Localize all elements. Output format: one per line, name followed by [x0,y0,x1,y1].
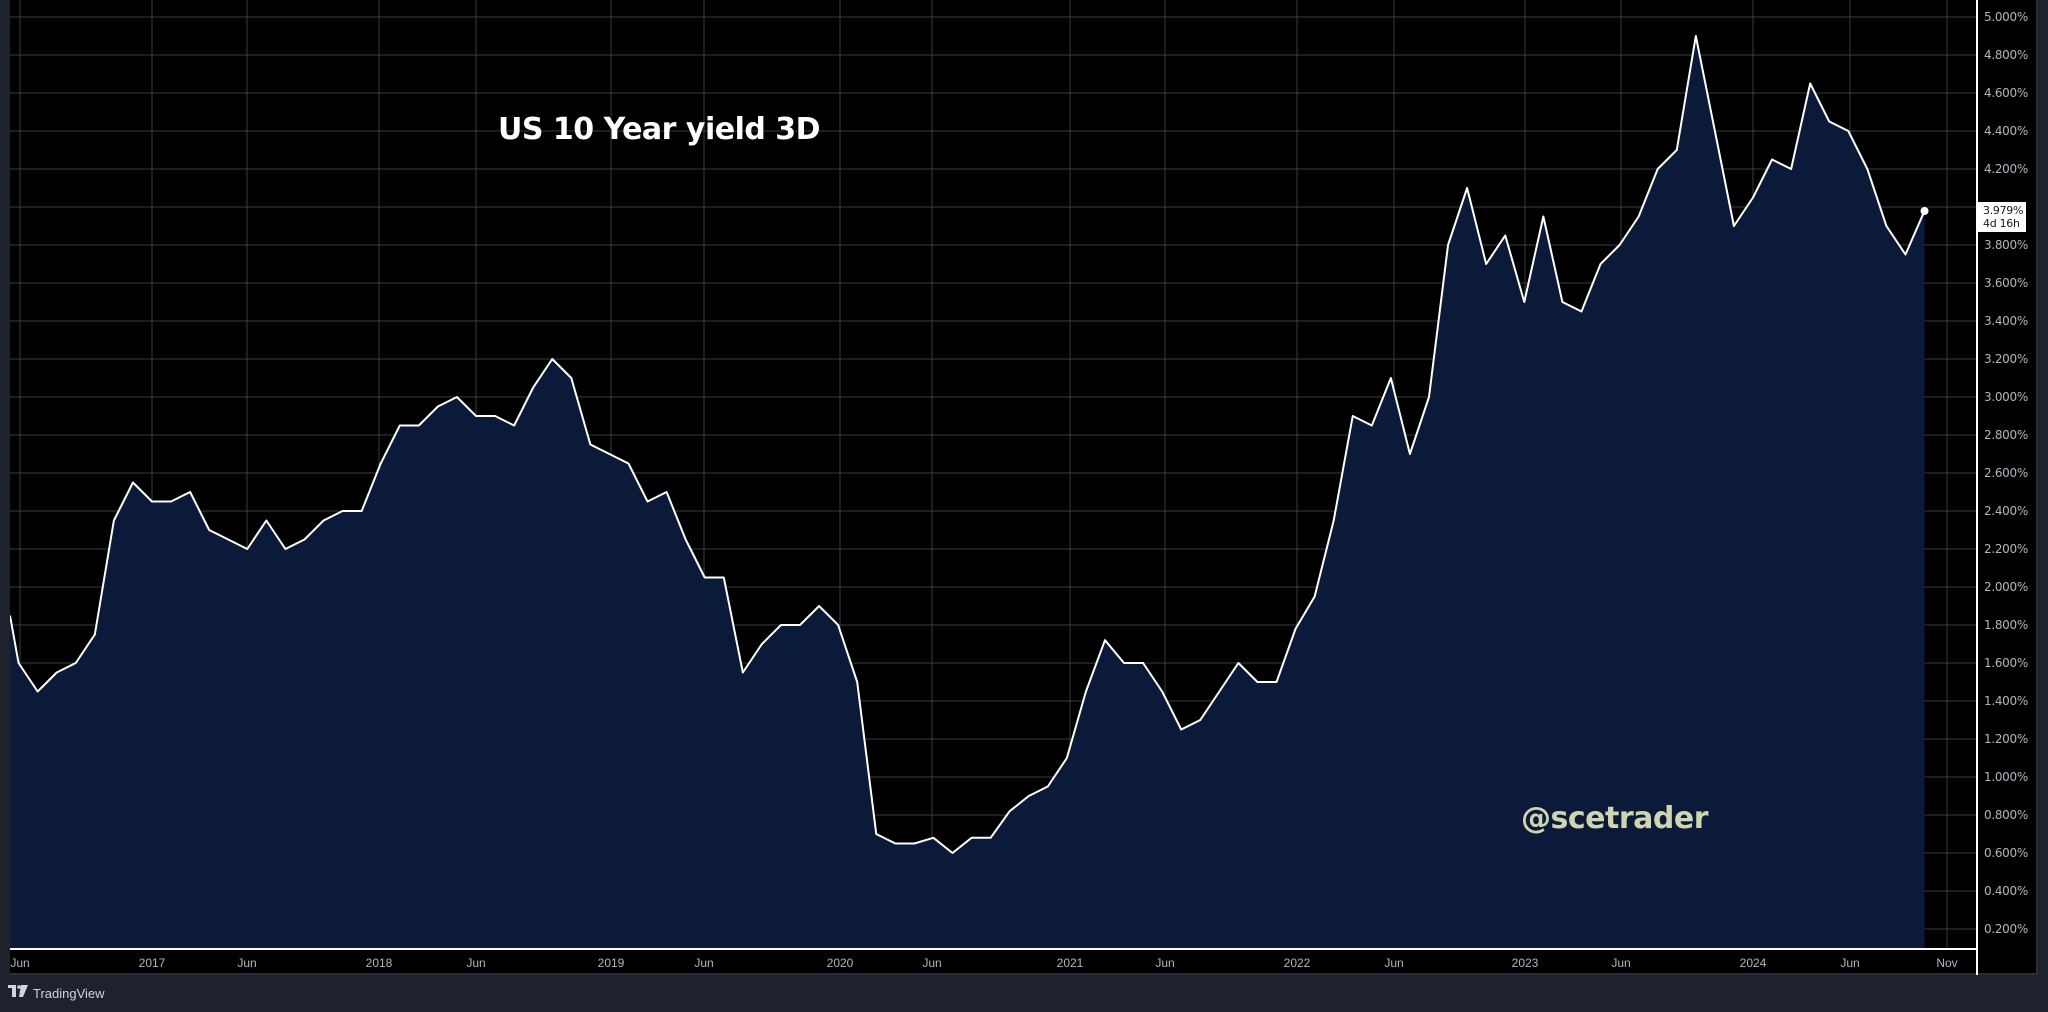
time-tick-label: 2018 [365,956,393,970]
price-tick-label: 0.600% [1984,846,2028,860]
time-tick-label: 2019 [597,956,625,970]
time-tick-label: Jun [237,956,257,970]
time-tick-label: Jun [10,956,30,970]
last-price-value: 3.979% [1983,204,2024,217]
price-tick-label: 1.000% [1984,770,2028,784]
last-price-label: 3.979% 4d 16h [1978,202,2026,232]
price-tick-label: 2.400% [1984,504,2028,518]
price-tick-label: 3.200% [1984,352,2028,366]
price-tick-label: 4.200% [1984,162,2028,176]
footer-bar: TradingView [0,975,2048,1012]
time-tick-label: Jun [1840,956,1860,970]
yield-line [10,35,1926,854]
chart-title: US 10 Year yield 3D [498,112,821,147]
area-chart[interactable] [10,0,1976,948]
tradingview-logo[interactable]: TradingView [8,985,105,1001]
price-tick-label: 2.600% [1984,466,2028,480]
chart-plot-area[interactable] [10,0,1976,948]
price-tick-label: 3.400% [1984,314,2028,328]
time-tick-label: 2021 [1056,956,1084,970]
price-tick-label: 4.400% [1984,124,2028,138]
price-tick-label: 1.800% [1984,618,2028,632]
price-tick-label: 2.800% [1984,428,2028,442]
price-tick-label: 0.200% [1984,922,2028,936]
tradingview-brand-text: TradingView [33,985,105,1001]
price-tick-label: 1.400% [1984,694,2028,708]
time-tick-label: Jun [694,956,714,970]
time-tick-label: Nov [1936,956,1958,970]
time-tick-label: 2020 [826,956,854,970]
time-tick-label: Jun [1384,956,1404,970]
price-tick-label: 3.600% [1984,276,2028,290]
watermark-text: @scetrader [1521,801,1708,836]
price-tick-label: 3.000% [1984,390,2028,404]
price-tick-label: 1.600% [1984,656,2028,670]
price-tick-label: 0.800% [1984,808,2028,822]
price-tick-label: 2.000% [1984,580,2028,594]
price-tick-label: 5.000% [1984,10,2028,24]
tradingview-logo-icon [8,985,28,1001]
last-price-dot [1920,206,1929,215]
time-tick-label: 2017 [138,956,166,970]
price-tick-label: 1.200% [1984,732,2028,746]
time-tick-label: Jun [1155,956,1175,970]
bar-countdown: 4d 16h [1983,217,2020,230]
price-tick-label: 3.800% [1984,238,2028,252]
price-tick-label: 4.600% [1984,86,2028,100]
price-axis[interactable]: 5.000% 4.800% 4.600% 4.400% 4.200% 3.800% 3.60… [1976,0,2036,975]
time-tick-label: Jun [922,956,942,970]
price-tick-label: 2.200% [1984,542,2028,556]
time-axis[interactable]: Jun 2017 Jun 2018 Jun 2019 Jun 2020 Jun 2021 Jun 20… [10,948,1976,975]
time-tick-label: Jun [466,956,486,970]
price-tick-label: 0.400% [1984,884,2028,898]
time-tick-label: 2023 [1511,956,1539,970]
price-tick-label: 4.800% [1984,48,2028,62]
time-tick-label: 2022 [1283,956,1311,970]
time-tick-label: 2024 [1739,956,1767,970]
time-tick-label: Jun [1611,956,1631,970]
